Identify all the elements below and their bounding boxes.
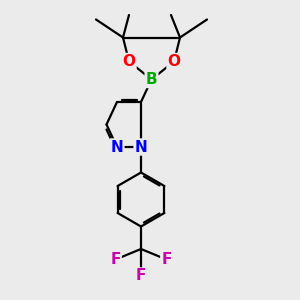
Text: O: O [167, 54, 181, 69]
Text: N: N [135, 140, 147, 154]
Text: F: F [161, 252, 172, 267]
Text: O: O [122, 54, 136, 69]
Text: F: F [110, 252, 121, 267]
Text: B: B [146, 72, 157, 87]
Text: N: N [111, 140, 123, 154]
Text: F: F [136, 268, 146, 284]
